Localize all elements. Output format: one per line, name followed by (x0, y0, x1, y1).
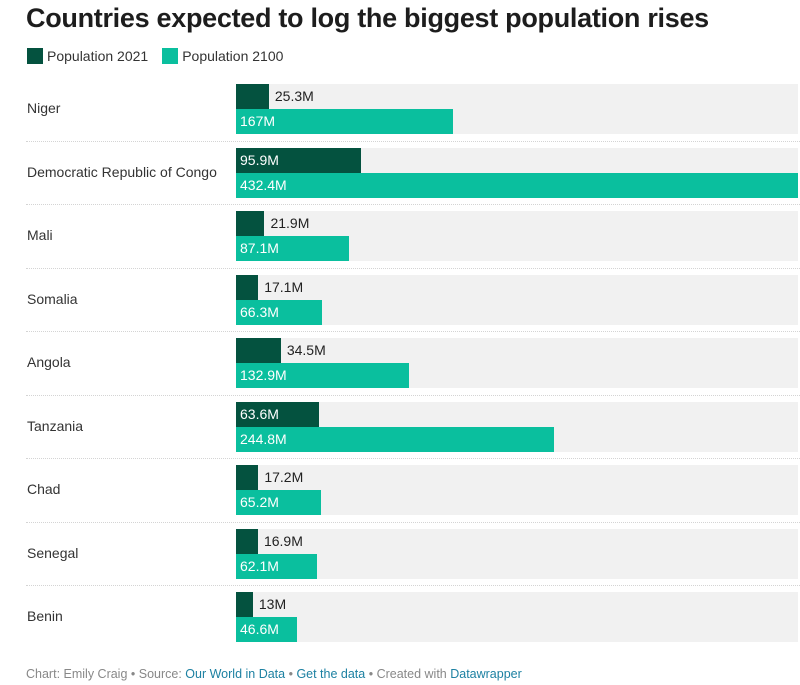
value-label-2021: 34.5M (286, 342, 326, 358)
value-label-2100: 46.6M (240, 621, 279, 637)
legend-item-2100: Population 2100 (162, 48, 283, 64)
bar-2021 (236, 147, 361, 173)
bar-track (236, 592, 798, 642)
legend-label-2100: Population 2100 (182, 48, 284, 64)
row-somalia: Somalia 17.1M 66.3M (26, 269, 800, 332)
category-label: Democratic Republic of Congo (27, 163, 217, 180)
bar-2021 (236, 338, 281, 363)
value-label-2100: 244.8M (240, 430, 287, 447)
legend-swatch-2100 (162, 48, 179, 64)
bar-2021 (236, 211, 265, 236)
source-link[interactable]: Our World in Data (185, 667, 286, 681)
footer-created-with: • Created with (365, 667, 451, 681)
value-label-2100: 62.1M (240, 557, 279, 574)
row-democratic-republic-of-congo: Democratic Republic of Congo 95.9M 432.4M (26, 142, 800, 205)
row-niger: Niger 25.3M 167M (26, 78, 800, 142)
legend-swatch-2021 (27, 48, 43, 64)
get-data-link[interactable]: Get the data (296, 667, 366, 681)
value-label-2021: 25.3M (274, 88, 314, 104)
row-angola: Angola 34.5M 132.9M (26, 332, 800, 396)
value-label-2021: 63.6M (240, 405, 279, 422)
category-label: Niger (27, 100, 61, 116)
bar-chart: Niger 25.3M 167M Democratic Republic of Con… (0, 78, 800, 648)
bar-2100 (236, 363, 409, 388)
value-label-2100: 167M (240, 113, 276, 129)
bar-2100 (236, 236, 350, 261)
bar-2100 (236, 426, 555, 452)
row-benin: Benin 13M 46.6M (26, 586, 800, 650)
bar-2100 (236, 490, 321, 515)
category-label: Chad (27, 481, 61, 497)
value-label-2100: 65.2M (240, 494, 279, 510)
bar-2021 (236, 274, 259, 300)
legend-item-2021: Population 2021 (27, 48, 148, 64)
category-label: Benin (27, 608, 63, 624)
bar-2021 (236, 592, 253, 617)
category-label: Tanzania (27, 417, 84, 434)
legend-label-2021: Population 2021 (47, 48, 149, 64)
value-label-2021: 16.9M (263, 532, 303, 549)
bar-2021 (236, 401, 319, 427)
bar-2100 (236, 553, 317, 579)
footer-credit: Chart: Emily Craig • Source: (26, 667, 186, 681)
row-chad: Chad 17.2M 65.2M (26, 459, 800, 523)
chart-legend: Population 2021 Population 2100 (27, 48, 297, 64)
value-label-2021: 95.9M (240, 151, 279, 168)
bar-2100 (236, 299, 323, 325)
bar-2100 (236, 109, 454, 134)
bar-2021 (236, 528, 258, 554)
row-tanzania: Tanzania 63.6M 244.8M (26, 396, 800, 459)
row-senegal: Senegal 16.9M 62.1M (26, 523, 800, 586)
value-label-2021: 21.9M (270, 215, 310, 231)
value-label-2021: 17.1M (264, 278, 304, 295)
value-label-2100: 66.3M (240, 303, 279, 320)
bar-2100 (236, 617, 297, 642)
value-label-2021: 13M (258, 596, 287, 612)
value-label-2021: 17.2M (264, 469, 304, 485)
bar-2021 (236, 465, 259, 490)
row-mali: Mali 21.9M 87.1M (26, 205, 800, 269)
footer-separator: • (285, 667, 297, 681)
category-label: Angola (27, 354, 71, 370)
chart-title: Countries expected to log the biggest po… (26, 3, 709, 33)
category-label: Somalia (27, 290, 78, 307)
value-label-2100: 87.1M (240, 240, 279, 256)
value-label-2100: 132.9M (240, 367, 287, 383)
bar-2100 (236, 172, 798, 198)
bar-track (236, 465, 798, 515)
bar-track (236, 274, 798, 325)
category-label: Mali (27, 227, 53, 243)
datawrapper-link[interactable]: Datawrapper (450, 667, 522, 681)
category-label: Senegal (27, 544, 79, 561)
bar-2021 (236, 84, 269, 109)
value-label-2100: 432.4M (240, 176, 287, 193)
chart-footer: Chart: Emily Craig • Source: Our World i… (26, 667, 522, 681)
bar-track (236, 528, 798, 579)
